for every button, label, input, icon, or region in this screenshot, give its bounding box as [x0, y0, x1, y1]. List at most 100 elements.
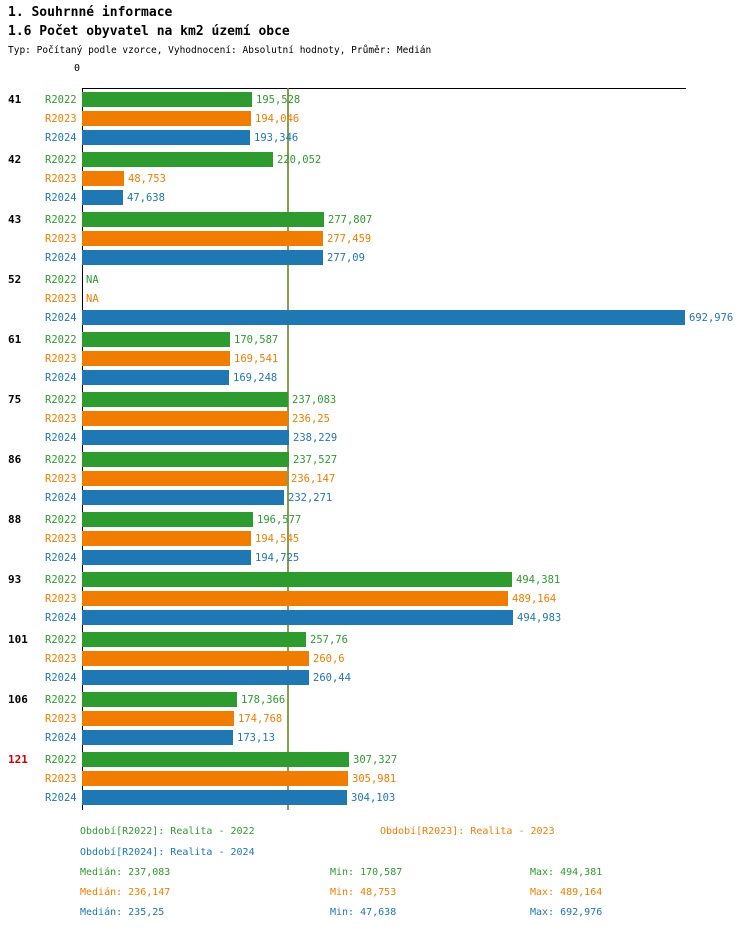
value-label: 237,083 [292, 394, 337, 406]
bar-75-R2024 [82, 430, 289, 445]
value-label: 277,459 [327, 233, 372, 245]
group-label-43: 43 [8, 213, 22, 226]
value-label: 173,13 [237, 732, 275, 744]
series-row-label: R2022 [45, 634, 77, 646]
series-row-label: R2023 [45, 113, 77, 125]
stat-max-r2024: Max: 692,976 [530, 907, 603, 918]
chart-meta: Typ: Počítaný podle vzorce, Vyhodnocení:… [8, 45, 432, 56]
legend-item-r2023: Období[R2023]: Realita - 2023 [380, 826, 555, 837]
value-label: 194,725 [255, 552, 300, 564]
value-label: 260,44 [313, 672, 351, 684]
series-row-label: R2023 [45, 773, 77, 785]
value-label: 169,541 [234, 353, 279, 365]
bar-88-R2023 [82, 531, 251, 546]
bar-43-R2022 [82, 212, 324, 227]
series-row-label: R2024 [45, 252, 77, 264]
value-label: 48,753 [128, 173, 166, 185]
value-label: 305,981 [352, 773, 397, 785]
bar-93-R2024 [82, 610, 513, 625]
series-row-label: R2023 [45, 413, 77, 425]
bar-86-R2022 [82, 452, 289, 467]
value-label: 257,76 [310, 634, 348, 646]
series-row-label: R2022 [45, 394, 77, 406]
series-row-label: R2024 [45, 612, 77, 624]
bar-93-R2023 [82, 591, 508, 606]
bar-86-R2024 [82, 490, 284, 505]
series-row-label: R2023 [45, 533, 77, 545]
bar-42-R2024 [82, 190, 123, 205]
bar-88-R2022 [82, 512, 253, 527]
value-label: 196,577 [257, 514, 302, 526]
series-row-label: R2024 [45, 312, 77, 324]
median-line [287, 88, 289, 810]
series-row-label: R2023 [45, 173, 77, 185]
report-section-title: 1. Souhrnné informace [8, 5, 173, 20]
group-label-41: 41 [8, 93, 22, 106]
chart-title: 1.6 Počet obyvatel na km2 území obce [8, 24, 290, 39]
value-label: 220,052 [277, 154, 322, 166]
bar-106-R2024 [82, 730, 233, 745]
stat-median-r2023: Medián: 236,147 [80, 887, 171, 898]
stat-median-r2022: Medián: 237,083 [80, 867, 171, 878]
stat-median-r2024: Medián: 235,25 [80, 907, 165, 918]
series-row-label: R2023 [45, 473, 77, 485]
value-label: 494,983 [517, 612, 562, 624]
value-label: 195,528 [256, 94, 301, 106]
value-label: 193,346 [254, 132, 299, 144]
bar-106-R2023 [82, 711, 234, 726]
series-row-label: R2024 [45, 192, 77, 204]
series-row-label: R2023 [45, 293, 77, 305]
group-label-106: 106 [8, 693, 28, 706]
series-row-label: R2024 [45, 132, 77, 144]
bar-41-R2022 [82, 92, 252, 107]
value-label: 277,09 [327, 252, 365, 264]
bar-86-R2023 [82, 471, 287, 486]
series-row-label: R2024 [45, 552, 77, 564]
value-label: 170,587 [234, 334, 279, 346]
series-row-label: R2023 [45, 713, 77, 725]
value-label: 174,768 [238, 713, 283, 725]
series-row-label: R2024 [45, 792, 77, 804]
group-label-42: 42 [8, 153, 22, 166]
value-label: 692,976 [689, 312, 734, 324]
value-label: NA [86, 274, 99, 286]
series-row-label: R2022 [45, 274, 77, 286]
group-label-88: 88 [8, 513, 22, 526]
bar-101-R2022 [82, 632, 306, 647]
series-row-label: R2024 [45, 732, 77, 744]
bar-121-R2023 [82, 771, 348, 786]
group-label-93: 93 [8, 573, 22, 586]
bar-61-R2024 [82, 370, 229, 385]
series-row-label: R2022 [45, 574, 77, 586]
value-label: 237,527 [293, 454, 338, 466]
value-label: 194,545 [255, 533, 300, 545]
bar-52-R2024 [82, 310, 685, 325]
group-label-86: 86 [8, 453, 22, 466]
legend-item-r2024: Období[R2024]: Realita - 2024 [80, 847, 255, 858]
value-label: 277,807 [328, 214, 373, 226]
series-row-label: R2023 [45, 233, 77, 245]
bar-106-R2022 [82, 692, 237, 707]
series-row-label: R2024 [45, 672, 77, 684]
bar-101-R2023 [82, 651, 309, 666]
value-label: 178,366 [241, 694, 286, 706]
y-axis-line [82, 88, 83, 810]
group-label-61: 61 [8, 333, 22, 346]
stat-min-r2022: Min: 170,587 [330, 867, 403, 878]
stat-min-r2023: Min: 48,753 [330, 887, 397, 898]
bar-75-R2023 [82, 411, 288, 426]
bar-42-R2022 [82, 152, 273, 167]
stat-max-r2022: Max: 494,381 [530, 867, 603, 878]
bar-41-R2024 [82, 130, 250, 145]
value-label: NA [86, 293, 99, 305]
series-row-label: R2022 [45, 94, 77, 106]
group-label-121: 121 [8, 753, 28, 766]
x-axis-line [82, 88, 686, 89]
value-label: 304,103 [351, 792, 396, 804]
value-label: 236,25 [292, 413, 330, 425]
series-row-label: R2022 [45, 154, 77, 166]
series-row-label: R2024 [45, 432, 77, 444]
x-axis-zero-label: 0 [74, 63, 81, 74]
bar-121-R2024 [82, 790, 347, 805]
